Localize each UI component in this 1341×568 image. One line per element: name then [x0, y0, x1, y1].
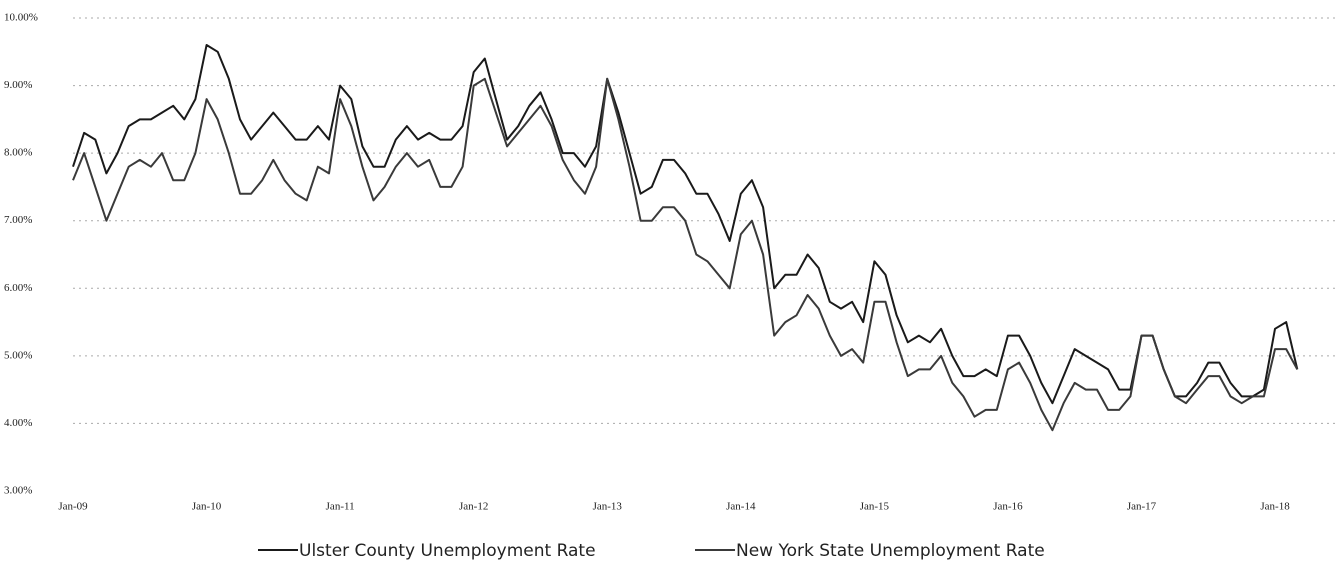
y-tick-label: 6.00% — [4, 282, 32, 294]
x-tick-label: Jan-16 — [993, 501, 1023, 513]
y-tick-label: 5.00% — [4, 349, 32, 361]
x-tick-label: Jan-10 — [192, 501, 222, 513]
y-tick-label: 4.00% — [4, 417, 32, 429]
x-tick-label: Jan-15 — [860, 501, 890, 513]
y-tick-label: 9.00% — [4, 79, 32, 91]
legend-label: Ulster County Unemployment Rate — [299, 541, 596, 561]
x-tick-label: Jan-12 — [459, 501, 488, 513]
x-tick-label: Jan-14 — [726, 501, 756, 513]
y-tick-label: 10.00% — [4, 12, 38, 24]
x-tick-label: Jan-11 — [326, 501, 355, 513]
x-tick-label: Jan-09 — [58, 501, 88, 513]
y-tick-label: 8.00% — [4, 147, 32, 159]
x-tick-label: Jan-17 — [1127, 501, 1157, 513]
legend-label: New York State Unemployment Rate — [736, 541, 1045, 561]
series-line — [72, 77, 1299, 432]
x-tick-label: Jan-18 — [1260, 501, 1290, 513]
series-line — [72, 44, 1299, 405]
x-tick-label: Jan-13 — [593, 501, 623, 513]
y-tick-label: 7.00% — [4, 214, 32, 226]
y-tick-label: 3.00% — [4, 485, 32, 497]
